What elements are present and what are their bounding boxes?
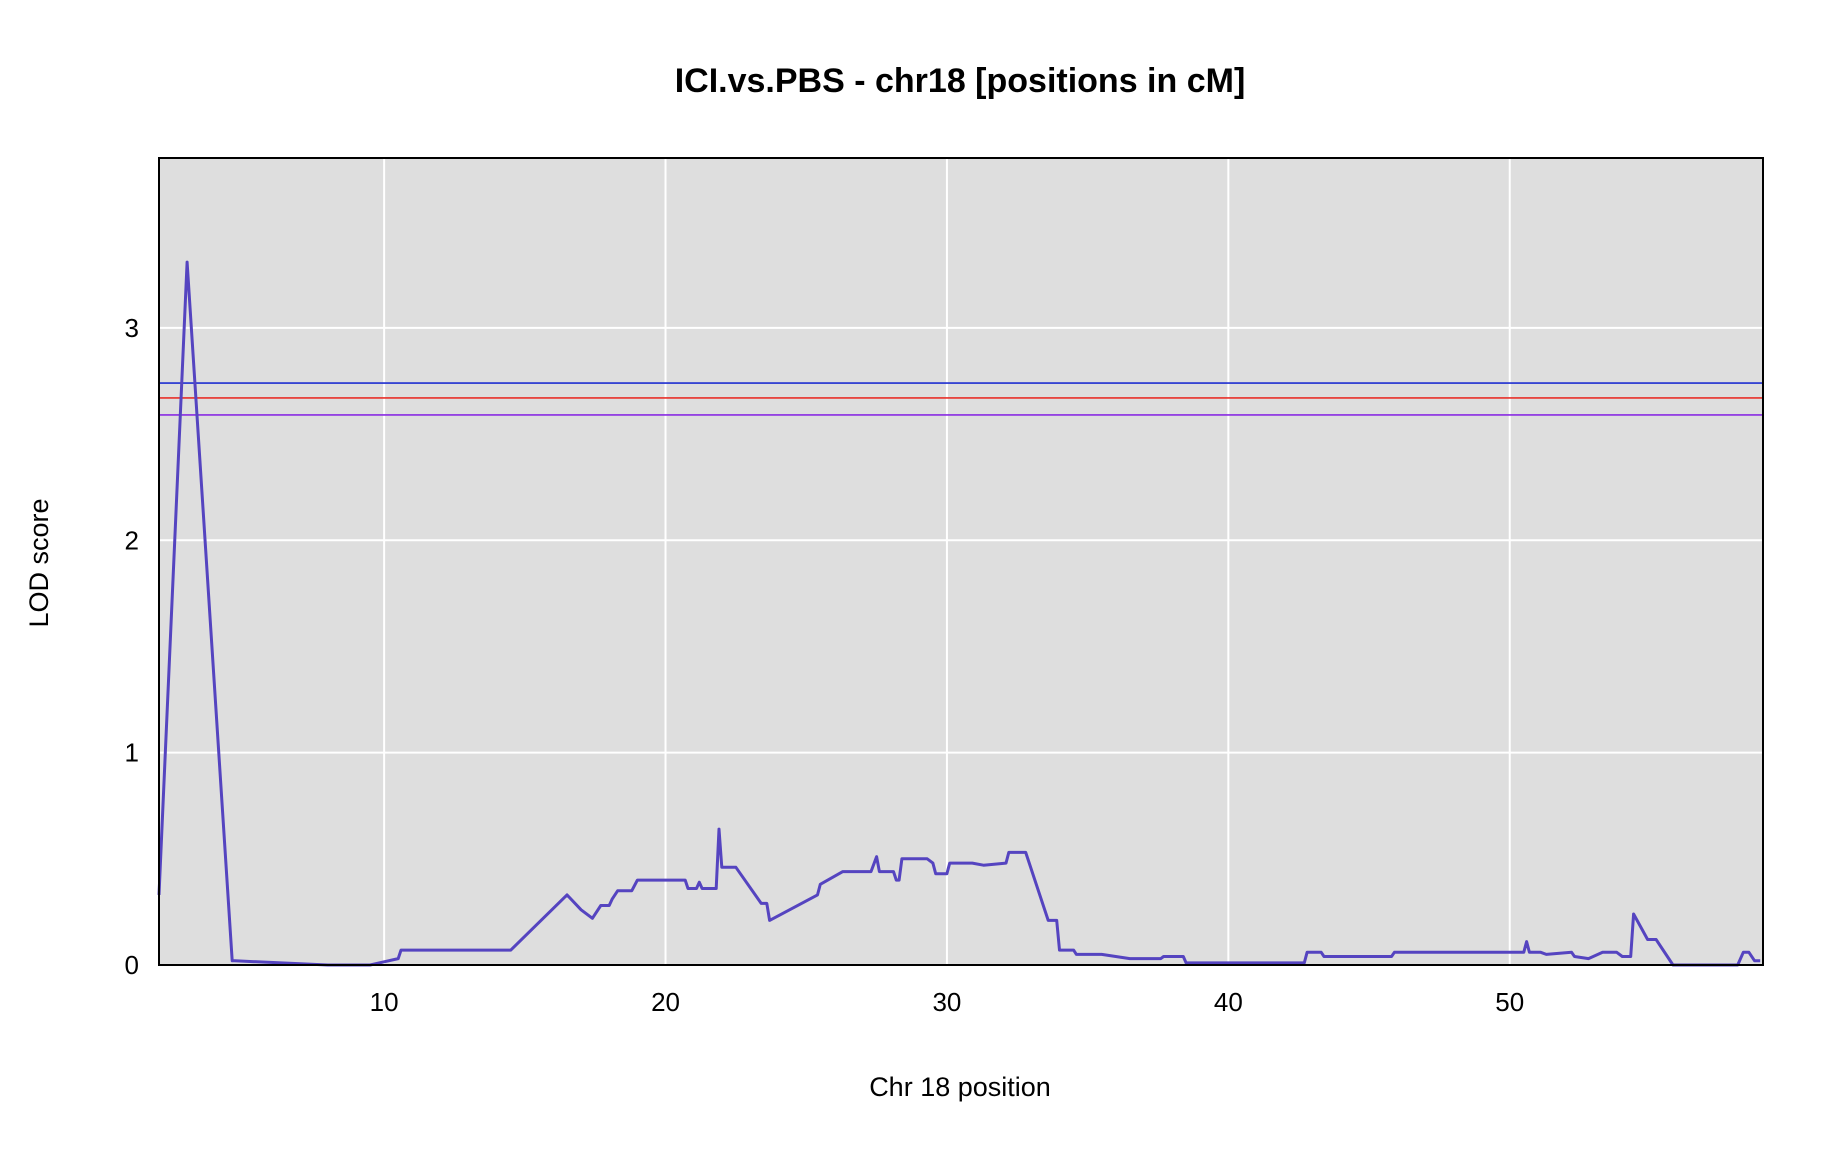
y-tick-label: 3 <box>125 313 139 343</box>
x-tick-label: 30 <box>932 987 961 1017</box>
y-tick-label: 2 <box>125 525 139 555</box>
x-axis-label: Chr 18 position <box>869 1072 1051 1102</box>
plot-border <box>158 157 1764 966</box>
x-tick-label: 20 <box>651 987 680 1017</box>
threshold-lines <box>159 382 1763 416</box>
x-tick-label: 50 <box>1495 987 1524 1017</box>
lod-series <box>157 260 1761 967</box>
x-tick-label: 40 <box>1214 987 1243 1017</box>
chart-title: ICI.vs.PBS - chr18 [positions in cM] <box>675 62 1246 100</box>
x-tick-label: 10 <box>370 987 399 1017</box>
x-axis-ticks: 10 20 30 40 50 <box>370 987 1525 1017</box>
y-axis-label: LOD score <box>24 498 54 627</box>
y-axis-ticks: 0 1 2 3 <box>125 313 139 980</box>
lod-line <box>157 260 1761 967</box>
y-tick-label: 0 <box>125 950 139 980</box>
plot-area <box>159 158 1763 965</box>
y-tick-label: 1 <box>125 738 139 768</box>
